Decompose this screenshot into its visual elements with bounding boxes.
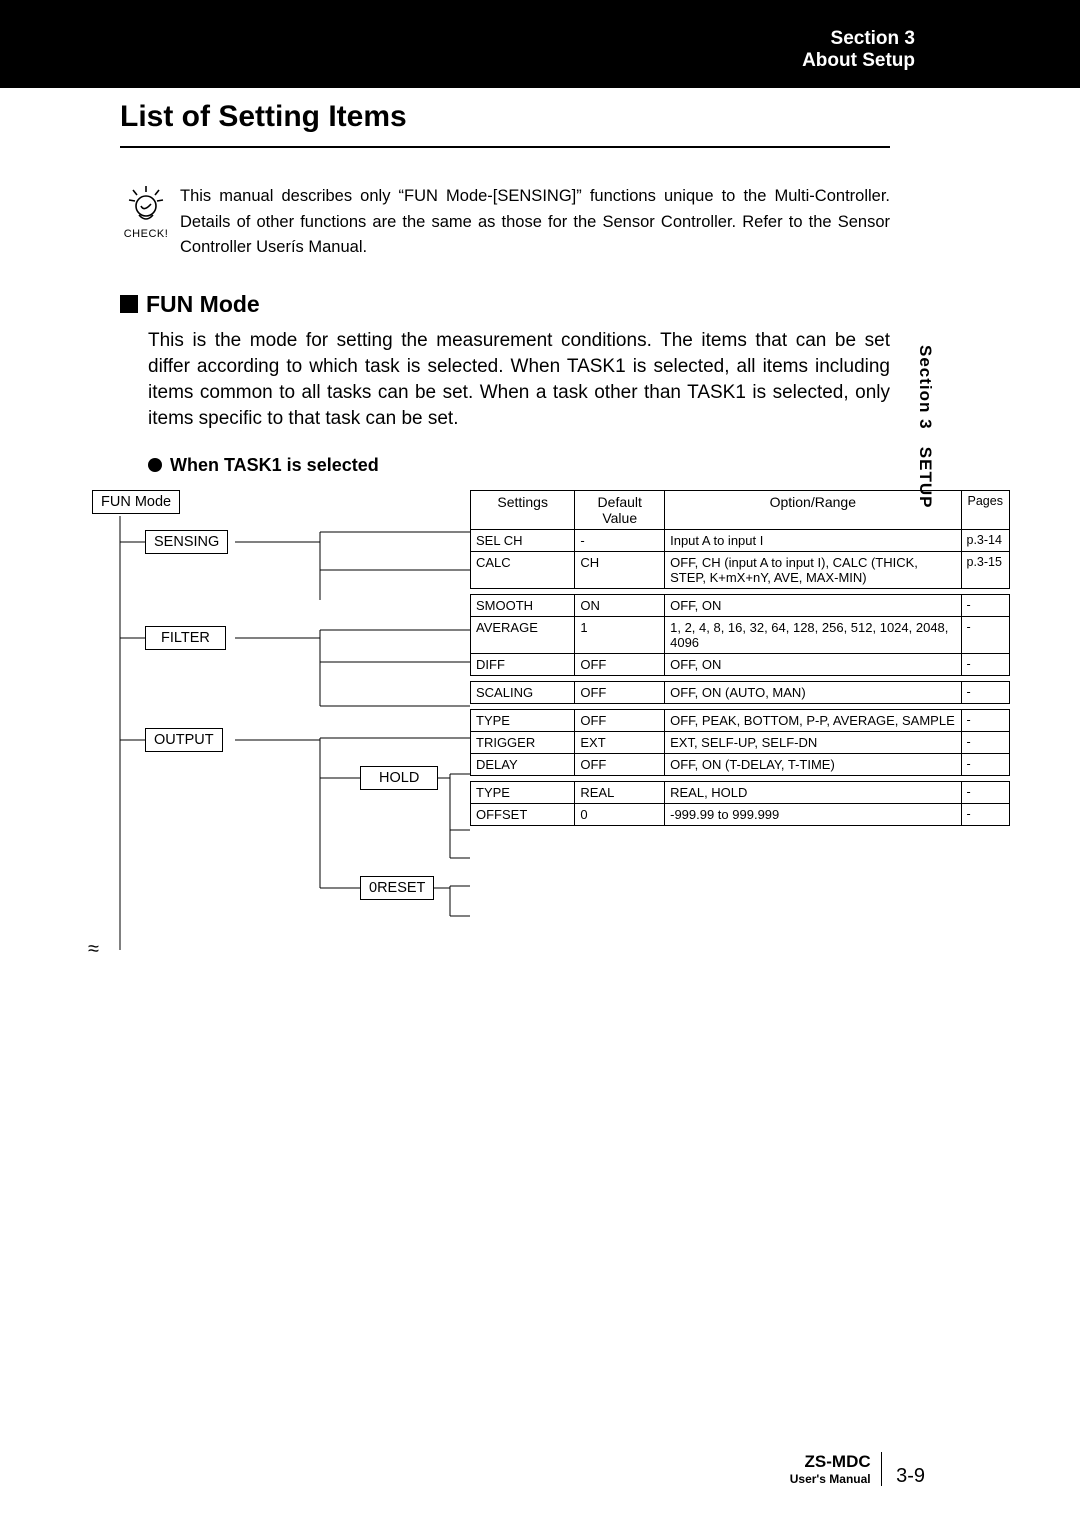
tree-output: OUTPUT [145,728,223,752]
th-pages: Pages [961,490,1010,529]
table-cell: TYPE [471,781,575,803]
check-note: CHECK! This manual describes only “FUN M… [120,184,890,261]
header-section: Section 3 About Setup [802,28,915,72]
table-cell: ON [575,594,665,616]
footer: ZS-MDC User's Manual 3-9 [790,1452,925,1488]
table-cell: OFF, ON [665,653,961,675]
check-label: CHECK! [120,228,172,240]
table-cell: EXT, SELF-UP, SELF-DN [665,731,961,753]
table-cell: OFF [575,709,665,731]
table-cell: DELAY [471,753,575,775]
footer-product: ZS-MDC User's Manual [790,1452,882,1486]
table-row: SMOOTHONOFF, ON- [471,594,1010,616]
th-settings: Settings [471,490,575,529]
table-cell: AVERAGE [471,616,575,653]
tree-hold: HOLD [360,766,438,790]
table-row: CALCCHOFF, CH (input A to input I), CALC… [471,551,1010,588]
footer-sub: User's Manual [790,1472,871,1486]
table-cell: - [961,653,1010,675]
table-cell: -999.99 to 999.999 [665,803,961,825]
table-row: SCALINGOFFOFF, ON (AUTO, MAN)- [471,681,1010,703]
footer-product-text: ZS-MDC [805,1452,871,1471]
table-cell: SMOOTH [471,594,575,616]
h2-row: FUN Mode [120,291,890,318]
table-cell: - [961,594,1010,616]
settings-table: Settings Default Value Option/Range Page… [470,490,1010,826]
tree-and-table: FUN Mode SENSING FILTER OUTPUT HOLD 0RES… [120,490,890,960]
table-row: TYPEREALREAL, HOLD- [471,781,1010,803]
header-line1: Section 3 [831,28,915,49]
table-cell: SEL CH [471,529,575,551]
table-cell: p.3-15 [961,551,1010,588]
table-row: TYPEOFFOFF, PEAK, BOTTOM, P-P, AVERAGE, … [471,709,1010,731]
title-rule [120,146,890,148]
table-row: DIFFOFFOFF, ON- [471,653,1010,675]
table-row: OFFSET0-999.99 to 999.999- [471,803,1010,825]
fun-paragraph: This is the mode for setting the measure… [148,328,890,433]
table-cell: Input A to input I [665,529,961,551]
h3-row: When TASK1 is selected [148,455,890,476]
table-cell: OFF, ON (AUTO, MAN) [665,681,961,703]
table-cell: OFF, PEAK, BOTTOM, P-P, AVERAGE, SAMPLE [665,709,961,731]
table-cell: DIFF [471,653,575,675]
side-tab: Section 3 SETUP [915,345,935,508]
tree-root: FUN Mode [92,490,180,514]
h2-square-icon [120,295,138,313]
tree-0reset: 0RESET [360,876,434,900]
table-row: DELAYOFFOFF, ON (T-DELAY, T-TIME)- [471,753,1010,775]
table-row: SEL CH-Input A to input Ip.3-14 [471,529,1010,551]
table-cell: - [961,753,1010,775]
side-tab-setup: SETUP [916,447,935,509]
table-cell: - [961,781,1010,803]
header-line2: About Setup [802,50,915,71]
table-cell: OFF, ON (T-DELAY, T-TIME) [665,753,961,775]
table-cell: 1, 2, 4, 8, 16, 32, 64, 128, 256, 512, 1… [665,616,961,653]
side-tab-section: Section 3 [916,345,935,430]
check-icon: CHECK! [120,184,172,240]
table-cell: OFF [575,753,665,775]
table-cell: 0 [575,803,665,825]
page-content: List of Setting Items CHECK! This manual… [120,100,890,960]
h3-dot-icon [148,458,162,472]
table-cell: TYPE [471,709,575,731]
th-default: Default Value [575,490,665,529]
table-cell: - [961,681,1010,703]
table-cell: EXT [575,731,665,753]
tree-filter: FILTER [145,626,226,650]
top-black-bar: Section 3 About Setup [0,0,1080,88]
table-cell: - [961,709,1010,731]
table-cell: OFF, CH (input A to input I), CALC (THIC… [665,551,961,588]
table-cell: REAL, HOLD [665,781,961,803]
page-title: List of Setting Items [120,100,890,134]
table-cell: - [575,529,665,551]
check-text: This manual describes only “FUN Mode-[SE… [180,184,890,261]
table-cell: p.3-14 [961,529,1010,551]
table-cell: OFF, ON [665,594,961,616]
table-cell: REAL [575,781,665,803]
table-row: AVERAGE11, 2, 4, 8, 16, 32, 64, 128, 256… [471,616,1010,653]
table-cell: CH [575,551,665,588]
table-row: TRIGGEREXTEXT, SELF-UP, SELF-DN- [471,731,1010,753]
footer-page: 3-9 [896,1465,925,1488]
h3-text: When TASK1 is selected [170,455,379,476]
table-cell: 1 [575,616,665,653]
table-cell: - [961,803,1010,825]
table-cell: - [961,616,1010,653]
table-cell: SCALING [471,681,575,703]
table-cell: CALC [471,551,575,588]
table-cell: OFF [575,653,665,675]
continuation-mark: ≈ [88,938,99,961]
table-cell: OFF [575,681,665,703]
h2-text: FUN Mode [146,291,260,318]
tree-sensing: SENSING [145,530,228,554]
table-cell: TRIGGER [471,731,575,753]
table-cell: - [961,731,1010,753]
table-cell: OFFSET [471,803,575,825]
